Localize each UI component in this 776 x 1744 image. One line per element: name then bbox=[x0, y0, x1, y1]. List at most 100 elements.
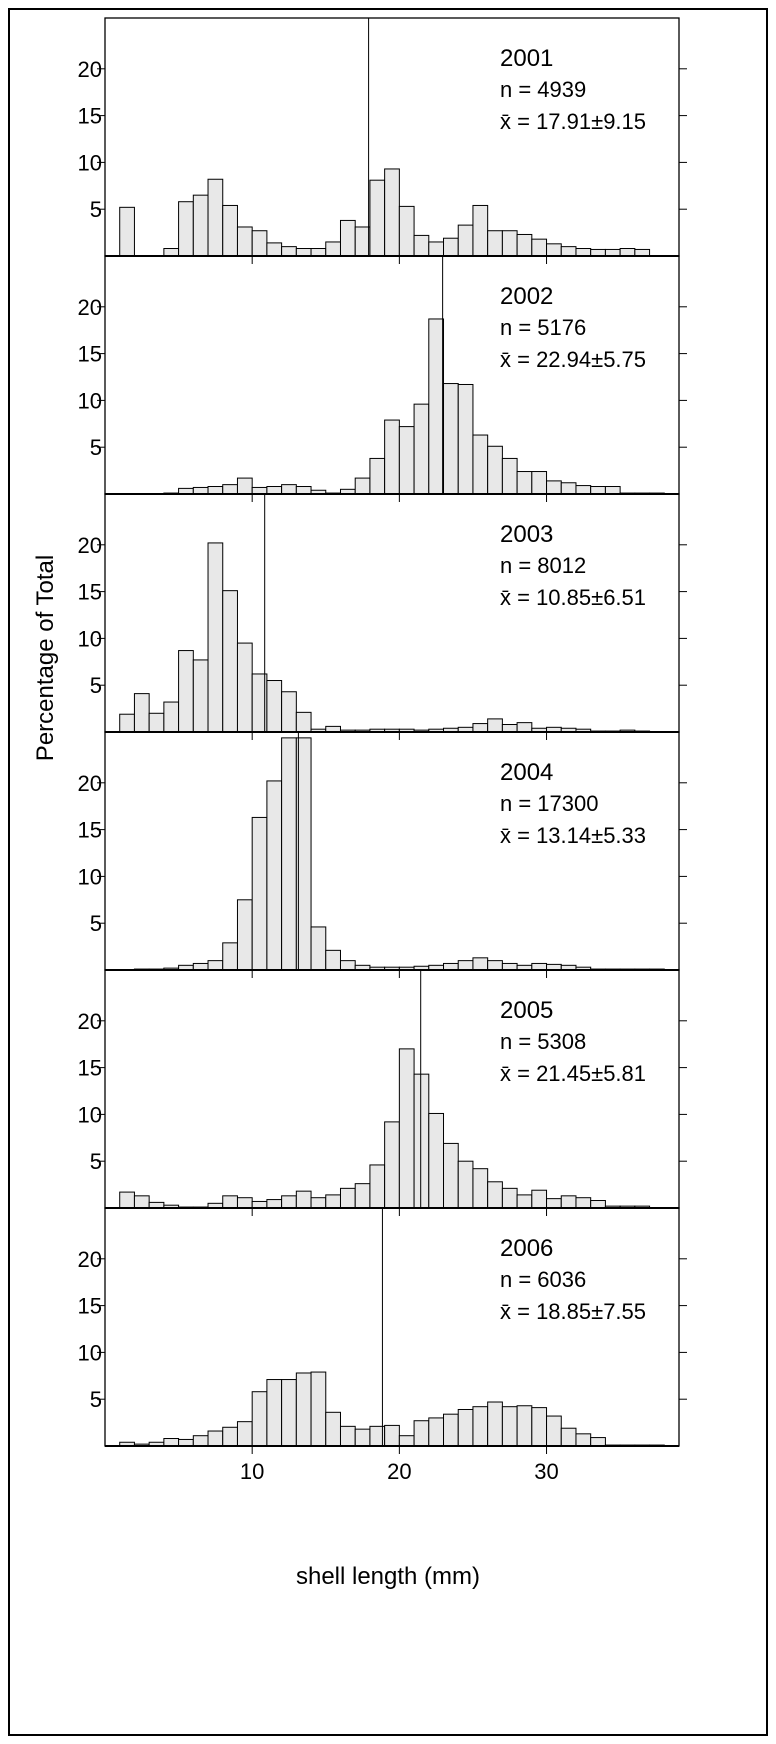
histogram-bar bbox=[501, 457, 518, 495]
histogram-bar bbox=[251, 230, 268, 257]
histogram-bar bbox=[295, 1190, 312, 1209]
mean-sd-label: x̄ = 18.85±7.55 bbox=[500, 1299, 646, 1324]
histogram-bar bbox=[178, 650, 194, 733]
histogram-bar bbox=[325, 1411, 341, 1447]
histogram-bar bbox=[428, 1112, 445, 1209]
y-tick-label: 20 bbox=[78, 1247, 102, 1272]
sample-size-label: n = 4939 bbox=[500, 77, 586, 102]
histogram-bar bbox=[413, 1073, 430, 1209]
histogram-bar bbox=[281, 246, 297, 257]
histogram-bar bbox=[546, 243, 562, 257]
histogram-bar bbox=[251, 816, 268, 971]
histogram-bar bbox=[192, 1435, 209, 1447]
histogram-bar bbox=[281, 484, 297, 495]
histogram-bar bbox=[339, 219, 356, 257]
mean-sd-label: x̄ = 10.85±6.51 bbox=[500, 585, 646, 610]
histogram-bar bbox=[487, 1401, 503, 1447]
mean-sd-label: x̄ = 13.14±5.33 bbox=[500, 823, 646, 848]
histogram-bar bbox=[222, 1426, 238, 1447]
histogram-bar bbox=[266, 780, 283, 971]
y-tick-label: 5 bbox=[90, 1387, 102, 1412]
histogram-bar bbox=[531, 238, 548, 257]
histogram-bar bbox=[163, 1438, 180, 1447]
histogram-bar bbox=[266, 1379, 283, 1447]
histogram-bar bbox=[443, 1142, 459, 1209]
histogram-bar bbox=[222, 590, 238, 733]
y-tick-label: 20 bbox=[78, 771, 102, 796]
histogram-bar bbox=[472, 723, 489, 733]
histogram-bar bbox=[531, 1189, 548, 1209]
panel-year-label: 2002 bbox=[500, 283, 553, 310]
histogram-bar bbox=[501, 1406, 518, 1447]
y-tick-label: 5 bbox=[90, 197, 102, 222]
mean-sd-label: x̄ = 17.91±9.15 bbox=[500, 109, 646, 134]
histogram-bar bbox=[192, 194, 209, 257]
panel-year-label: 2006 bbox=[500, 1235, 553, 1262]
histogram-bar bbox=[236, 642, 253, 733]
y-tick-label: 10 bbox=[78, 150, 102, 175]
histogram-bar bbox=[413, 403, 430, 495]
histogram-bar bbox=[325, 1194, 341, 1209]
histogram-bar bbox=[560, 482, 577, 495]
histogram-bar bbox=[119, 713, 135, 733]
histogram-bar bbox=[398, 426, 415, 495]
histogram-bar bbox=[472, 434, 489, 495]
histogram-bar bbox=[295, 248, 312, 257]
x-tick-label: 10 bbox=[240, 1459, 264, 1484]
y-tick-label: 10 bbox=[78, 626, 102, 651]
y-tick-label: 15 bbox=[78, 1294, 102, 1319]
histogram-bar bbox=[443, 237, 459, 257]
histogram-bar bbox=[236, 1421, 253, 1447]
histogram-bar bbox=[236, 1197, 253, 1209]
histogram-bar bbox=[222, 204, 238, 257]
x-axis-title: shell length (mm) bbox=[296, 1563, 480, 1590]
histogram-bar bbox=[604, 486, 621, 495]
histogram-bar bbox=[295, 711, 312, 733]
y-tick-label: 20 bbox=[78, 1009, 102, 1034]
histogram-bar bbox=[339, 1425, 356, 1447]
histogram-bar bbox=[163, 248, 180, 257]
y-axis-title: Percentage of Total bbox=[32, 555, 59, 761]
panel-year-label: 2004 bbox=[500, 759, 553, 786]
histogram-bar bbox=[516, 1194, 533, 1209]
histogram-bar bbox=[295, 1372, 312, 1447]
x-tick-label: 20 bbox=[387, 1459, 411, 1484]
histogram-bar bbox=[310, 1371, 327, 1447]
histogram-bar bbox=[266, 1199, 283, 1209]
histogram-bar bbox=[575, 485, 592, 495]
histogram-bar bbox=[369, 179, 386, 257]
histogram-bar bbox=[457, 960, 474, 971]
histogram-bar bbox=[148, 712, 165, 733]
panel-year-label: 2001 bbox=[500, 45, 553, 72]
histogram-bar bbox=[443, 383, 459, 495]
figure-border bbox=[8, 8, 768, 1736]
y-tick-label: 5 bbox=[90, 673, 102, 698]
x-tick-label: 30 bbox=[534, 1459, 558, 1484]
histogram-bar bbox=[619, 248, 636, 257]
histogram-bar bbox=[384, 419, 400, 495]
histogram-bar bbox=[413, 1420, 430, 1447]
histogram-bar bbox=[266, 242, 283, 257]
histogram-bar bbox=[339, 1187, 356, 1209]
histogram-bar bbox=[281, 691, 297, 733]
histogram-bar bbox=[207, 178, 224, 257]
panel-year-label: 2005 bbox=[500, 997, 553, 1024]
histogram-bar bbox=[266, 680, 283, 733]
histogram-bar bbox=[207, 960, 224, 971]
histogram-bar bbox=[501, 724, 518, 733]
y-tick-label: 10 bbox=[78, 1102, 102, 1127]
histogram-bar bbox=[487, 445, 503, 495]
panels: 5 10 15 20 2001 n = 4939 x̄ = 17.91±9.15 5 10 15 2… bbox=[78, 17, 687, 1484]
histogram-bar bbox=[487, 1181, 503, 1209]
histogram-bar bbox=[354, 1428, 371, 1447]
histogram-bar bbox=[207, 486, 224, 495]
histogram-bar bbox=[487, 960, 503, 971]
sample-size-label: n = 6036 bbox=[500, 1267, 586, 1292]
histogram-bar bbox=[354, 226, 371, 257]
histogram-bar bbox=[384, 1121, 400, 1209]
histogram-bar bbox=[310, 248, 327, 257]
histogram-bar bbox=[310, 1197, 327, 1209]
histogram-bar bbox=[325, 949, 341, 971]
histogram-bar bbox=[281, 1195, 297, 1209]
